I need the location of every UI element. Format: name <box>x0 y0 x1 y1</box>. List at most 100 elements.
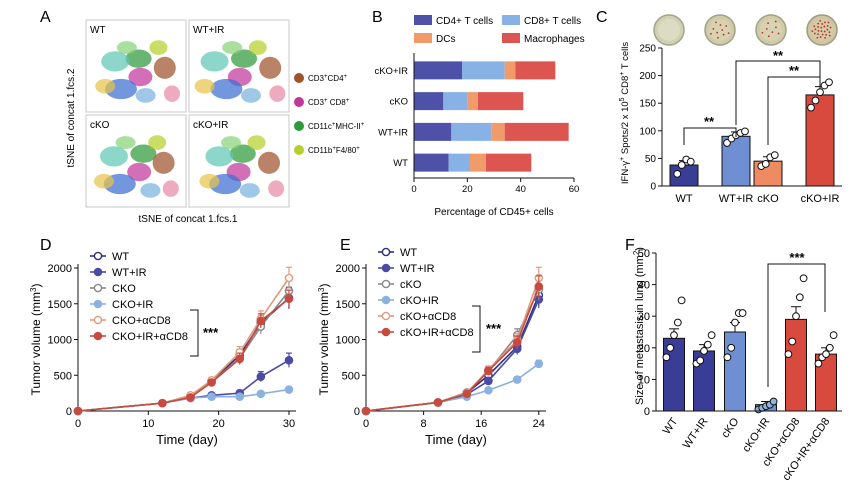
y-tick-label: 2000 <box>336 263 360 275</box>
elispot-spot <box>825 33 828 36</box>
elispot-spot <box>820 26 823 29</box>
legend-marker-cko <box>381 279 391 289</box>
x-tick-label: 20 <box>462 184 473 195</box>
sig-bracket-f <box>767 263 826 387</box>
x-tick-label: 0 <box>75 418 81 430</box>
elispot-bar-chart: WT WT+IR cKO cKO+IR 0 50 100 150 200 250 <box>639 44 842 205</box>
x-axis-title: Percentage of CD45+ cells <box>434 207 553 218</box>
legend-swatch-macrophages <box>502 33 520 43</box>
data-point-cko-plus-acd8 <box>792 312 800 321</box>
x-tick-label: 60 <box>569 184 580 195</box>
tsne-cluster-blob <box>95 78 116 94</box>
tsne-cluster-blob <box>200 51 229 72</box>
sig-stars-e: *** <box>486 321 502 336</box>
legend-swatch-dcs <box>414 33 432 43</box>
panel-e-label: E <box>340 237 351 254</box>
panel-a: A WT WT+IR cKO cKO+IR tSNE of concat 1.f… <box>40 9 365 225</box>
elispot-spot <box>710 32 712 35</box>
elispot-spot <box>817 22 820 25</box>
data-point-cko-plus-acd8 <box>799 274 808 283</box>
stacked-bar-cko-cd8-plus-t-cells <box>443 92 468 111</box>
series-point-cko-plus-ir <box>284 385 294 394</box>
tsne-cluster-blob <box>221 136 241 150</box>
elispot-spot <box>826 28 829 31</box>
elispot-well-wt <box>653 14 685 46</box>
elispot-spot <box>824 36 826 39</box>
tsne-cluster-blob <box>125 49 152 68</box>
y-tick-label: 250 <box>639 44 656 55</box>
legend-label-dcs: DCs <box>436 34 455 45</box>
tsne-cluster-blob <box>199 173 220 189</box>
tsne-plot-cko: cKO <box>85 114 187 208</box>
elispot-spot <box>777 32 780 35</box>
y-tick-label: 20 <box>638 343 650 355</box>
elispot-spot <box>761 31 764 34</box>
elispot-well-cko-ir-inner <box>811 19 833 41</box>
legend-label-wt-plus-ir: WT+IR <box>112 267 147 279</box>
legend-text-macro: CD11b+F4/80+ <box>308 146 360 155</box>
series-point-cko-plus-ir-plus-acd8 <box>512 338 522 347</box>
y-tick-label: 0 <box>66 406 72 418</box>
tsne-cluster-blob <box>116 41 137 55</box>
legend-label-wt-plus-ir: WT+IR <box>400 263 435 275</box>
series-point-cko-plus-ir-plus-acd8 <box>73 406 83 416</box>
bar-category-label: WT+IR <box>378 127 408 138</box>
stacked-bar-wt-plus-ir-cd4-plus-t-cells <box>414 122 452 141</box>
panel-d-label: D <box>40 237 52 254</box>
series-line-cko-plus-ir-plus-acd8 <box>365 286 540 412</box>
elispot-spot <box>775 26 777 29</box>
tsne-cluster-blob <box>115 136 136 150</box>
sig-bracket-wt-vs-wtir <box>683 127 737 145</box>
elispot-spot <box>767 22 769 24</box>
tsne-cluster-blob <box>140 183 161 198</box>
tumor-volume-chart-d: 0 500 1000 1500 2000 0 10 20 30 Time (day) Tumor v… <box>29 251 296 447</box>
legend-text-cd4: CD3+CD4+ <box>308 74 348 83</box>
elispot-spots-wt-ir <box>710 21 730 39</box>
tsne-plot-wt-ir: WT+IR <box>188 19 290 113</box>
bar-category-label: cKO+IR <box>374 66 408 77</box>
y-tick-label: 100 <box>639 126 656 137</box>
legend-marker-cko-plus-ir <box>381 295 391 305</box>
series-point-cko-plus-ir-plus-acd8 <box>256 316 266 326</box>
y-tick-label: 1500 <box>336 299 360 311</box>
sig-stars-d: *** <box>203 325 219 340</box>
x-tick-label: 0 <box>363 418 369 430</box>
elispot-spot <box>715 21 717 24</box>
elispot-spot <box>716 31 719 34</box>
legend-label-cd8-t-cells: CD8+ T cells <box>524 16 581 27</box>
legend-swatch-dc <box>294 121 304 131</box>
legend-marker-cko-plus-ir-plus-acd8 <box>381 327 391 337</box>
elispot-spot <box>819 19 822 22</box>
x-tick-label: WT+IR <box>719 193 754 205</box>
elispot-spot <box>819 36 822 38</box>
tsne-cluster-blob <box>153 56 176 79</box>
series-point-cko-plus-ir-plus-acd8 <box>158 398 167 408</box>
data-point-wt <box>673 169 682 178</box>
tsne-cluster-blob <box>210 78 243 100</box>
series-point-wt-plus-ir <box>284 355 294 365</box>
elispot-spot <box>712 27 715 30</box>
stacked-bar-wt-plus-ir-dcs <box>491 122 505 141</box>
data-point-wt-plus-ir <box>741 127 749 136</box>
x-tick-label: cKO <box>757 193 779 205</box>
panel-a-label: A <box>40 9 51 26</box>
data-point-cko <box>738 309 747 317</box>
x-tick-label: WT <box>675 193 692 205</box>
panel-c-significance: ** ** ** <box>683 48 821 145</box>
x-tick-label: 40 <box>515 184 526 195</box>
sig-bracket-cko-vs-ckoir <box>767 76 821 145</box>
x-tick-label: 30 <box>283 418 295 430</box>
stacked-bar-wt-cd8-plus-t-cells <box>448 153 470 172</box>
elispot-spot <box>717 36 719 39</box>
stacked-bar-cko-plus-ir-cd4-plus-t-cells <box>414 61 462 80</box>
tumor-volume-chart-e: 0 500 1000 1500 2000 0 8 16 24 Time (day) Tumor vo… <box>317 247 546 447</box>
tsne-cluster-blob <box>241 88 261 103</box>
tsne-cluster-blob <box>127 162 152 182</box>
data-point-cko <box>761 160 770 168</box>
series-line-wt-plus-ir <box>77 359 290 412</box>
x-tick-label: 10 <box>142 418 154 430</box>
bar-cko-plus-acd8 <box>785 318 807 412</box>
elispot-spot <box>817 33 819 35</box>
data-point-wt <box>677 161 686 169</box>
tsne-cluster-blob <box>149 40 168 55</box>
